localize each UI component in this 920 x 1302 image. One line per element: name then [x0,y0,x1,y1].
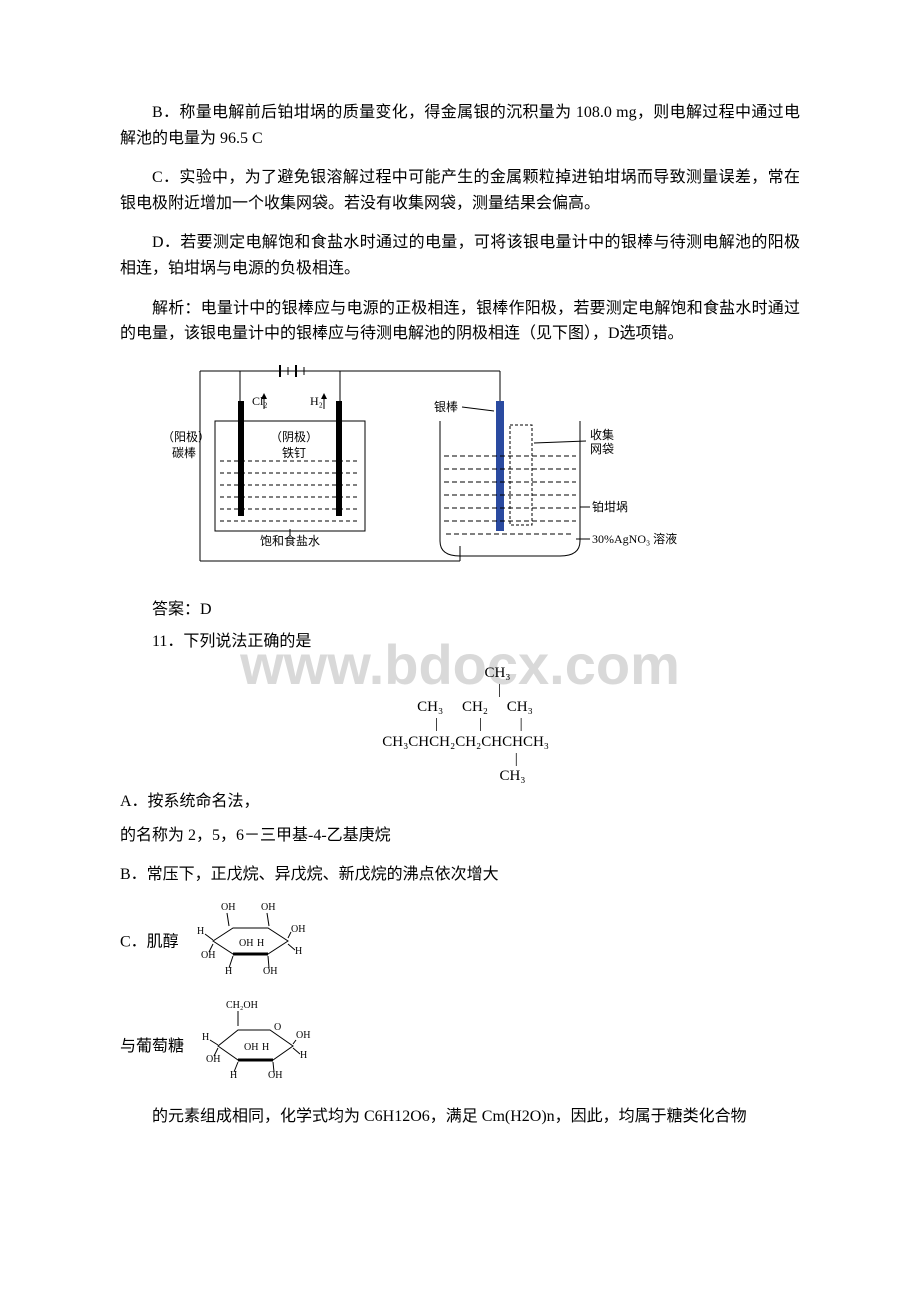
anode-label-1: （阳极） [162,430,210,444]
bag-label-1: 收集 [590,427,614,442]
svg-text:OH: OH [244,1042,258,1053]
bag-label-2: 网袋 [590,442,614,456]
svg-text:OH: OH [206,1054,220,1065]
svg-text:H: H [257,938,264,949]
answer-text: 答案：D [120,597,800,623]
svg-text:OH: OH [263,966,277,977]
option-d-text: D．若要测定电解饱和食盐水时通过的电量，可将该银电量计中的银棒与待测电解池的阳极… [120,230,800,281]
svg-text:H: H [295,946,302,957]
svg-text:OH: OH [261,902,275,913]
option-c-mid: 与葡萄糖 CH₂OH O H OH H OH H OH H [120,998,800,1097]
option-c-line: C．肌醇 OH OH OH H OH H H OH H [120,896,800,990]
svg-text:OH: OH [296,1030,310,1041]
inositol-structure: OH OH OH H OH H H OH H OH [183,896,313,990]
anode-label-2: 碳棒 [172,446,196,460]
svg-text:OH: OH [221,902,235,913]
svg-text:H: H [300,1050,307,1061]
h2-label: H₂ [310,394,323,408]
option-b-text: B．称量电解前后铂坩埚的质量变化，得金属银的沉积量为 108.0 mg，则电解过… [120,100,800,151]
option-a-line: A．按系统命名法， [120,789,800,815]
svg-text:OH: OH [268,1070,282,1081]
option-c-conclusion: 的元素组成相同，化学式均为 C6H12O6，满足 Cm(H2O)n，因此，均属于… [120,1104,800,1130]
crucible-label: 铂坩埚 [592,499,628,514]
question-11: 11．下列说法正确的是 [120,629,800,655]
cathode-label-2: 铁钉 [282,446,306,460]
svg-text:H: H [197,926,204,937]
svg-text:H: H [202,1032,209,1043]
agno3-label: 30%AgNO₃ 溶液 [592,531,677,546]
option-b2-line: B．常压下，正戊烷、异戊烷、新戊烷的沸点依次增大 [120,862,800,888]
svg-text:CH₂OH: CH₂OH [226,1000,258,1011]
cathode-label-1: （阴极） [270,430,318,444]
electrolysis-diagram: Cl₂ H₂ （阳极） 碳棒 （阴极） 铁钉 饱和食盐水 [160,361,800,580]
option-c-text: C．实验中，为了避免银溶解过程中可能产生的金属颗粒掉进铂坩埚而导致测量误差，常在… [120,165,800,216]
structure-a: CH₃ | CH₃ CH₂ CH₃ | | | CH₃CHCH₂CH₂CHCHC… [120,665,800,786]
svg-text:OH: OH [291,924,305,935]
svg-text:OH: OH [201,950,215,961]
svg-text:O: O [274,1022,281,1033]
svg-text:H: H [262,1042,269,1053]
svg-text:OH: OH [239,938,253,949]
glucose-structure: CH₂OH O H OH H OH H OH H OH [188,998,318,1097]
option-a-name: 的名称为 2，5，6－三甲基-4-乙基庚烷 [120,823,800,849]
silver-rod-label: 银棒 [434,400,458,414]
explanation-text: 解析：电量计中的银棒应与电源的正极相连，银棒作阳极，若要测定电解饱和食盐水时通过… [120,296,800,347]
